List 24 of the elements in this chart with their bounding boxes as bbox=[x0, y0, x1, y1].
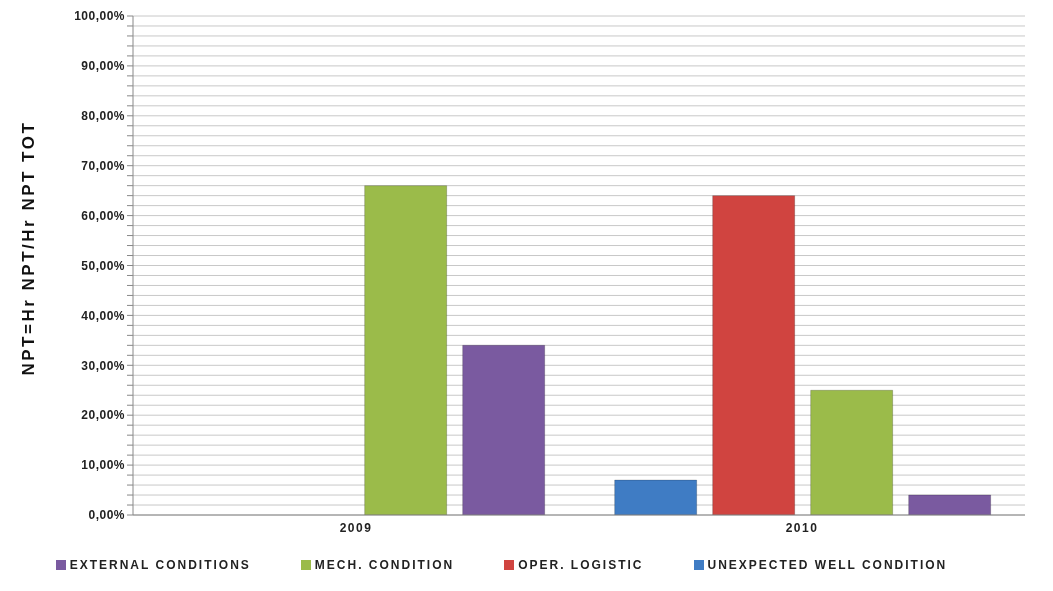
y-tick-label: 40,00% bbox=[81, 308, 125, 323]
bar bbox=[712, 195, 796, 515]
legend-label: EXTERNAL CONDITIONS bbox=[69, 558, 251, 572]
y-tick-label: 30,00% bbox=[81, 358, 125, 373]
y-tick-label: 50,00% bbox=[81, 258, 125, 273]
y-tick-label: 10,00% bbox=[81, 458, 125, 473]
x-tick-label: 2010 bbox=[785, 520, 819, 535]
legend-label: MECH. CONDITION bbox=[314, 558, 455, 572]
legend-label: UNEXPECTED WELL CONDITION bbox=[707, 558, 948, 572]
y-tick-label: 70,00% bbox=[81, 158, 125, 173]
x-tick-label: 2009 bbox=[339, 520, 373, 535]
bar bbox=[462, 344, 546, 515]
bar bbox=[614, 479, 698, 515]
y-tick-label: 20,00% bbox=[81, 408, 125, 423]
legend-label: OPER. LOGISTIC bbox=[518, 558, 644, 572]
y-tick-label: 100,00% bbox=[74, 9, 125, 24]
y-axis-title: NPT=Hr NPT/Hr NPT TOT bbox=[19, 120, 39, 376]
bar bbox=[908, 494, 992, 515]
y-tick-label: 0,00% bbox=[88, 508, 125, 523]
y-tick-label: 90,00% bbox=[81, 59, 125, 74]
bar bbox=[810, 389, 894, 515]
y-tick-label: 60,00% bbox=[81, 208, 125, 223]
bar bbox=[364, 185, 448, 515]
y-tick-label: 80,00% bbox=[81, 109, 125, 124]
